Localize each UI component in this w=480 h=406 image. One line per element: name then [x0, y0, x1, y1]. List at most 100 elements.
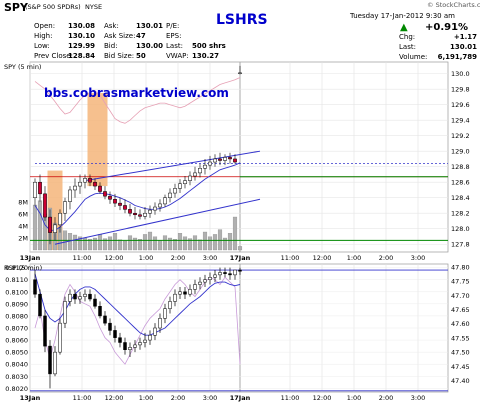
candle-body: [73, 185, 77, 191]
volume-bar: [217, 229, 223, 251]
rsp-bar-body: [83, 293, 87, 297]
quote-far: Chg: +1.17 Last: 130.01 Volume: 6,191,789: [399, 32, 477, 62]
volume-bar: [192, 235, 198, 251]
volume-bar: [207, 236, 213, 251]
volume-bar: [167, 237, 173, 251]
rsp-bar-body: [183, 291, 187, 295]
quote-label: Ask:: [104, 22, 119, 30]
volume-bar: [107, 236, 113, 251]
quote-label: Bid:: [104, 42, 118, 50]
rsp-bar-body: [68, 293, 72, 302]
quote-row: Chg: +1.17: [399, 32, 477, 42]
symbol-name: (S&P 500 SPDRs): [25, 3, 81, 11]
price-panel-label: SPY (5 min): [4, 63, 42, 71]
change-percent: +0.91%: [425, 22, 469, 33]
quote-value: 130.00: [136, 42, 164, 50]
rsp-bar-body: [158, 318, 162, 329]
quote-row: Prev Close:128.84: [34, 51, 95, 61]
candle-body: [118, 202, 122, 206]
rsp-panel-label: RSP (5 min): [4, 264, 43, 272]
candle-body: [103, 191, 107, 197]
y-tick-label: 129.6: [451, 101, 470, 109]
candle-body: [98, 185, 102, 192]
candle-body: [188, 175, 192, 181]
candle-body: [143, 212, 147, 217]
rsp-bar-body: [38, 293, 42, 317]
volume-bar: [112, 233, 118, 251]
rsp-bar-body: [128, 347, 132, 350]
watermark: bbs.cobrasmarketview.com: [44, 86, 229, 100]
quote-value: 500 shrs: [192, 42, 226, 50]
rsp-moving-average: [34, 273, 241, 336]
y-tick-label-left: 0.8060: [5, 337, 28, 345]
highlight-zone: [87, 93, 108, 187]
y-tick-label: 128.8: [451, 163, 470, 171]
y-tick-label-right: 47.70: [451, 292, 470, 300]
volume-bar: [97, 234, 103, 251]
x-tick-label: 12:00: [105, 254, 124, 262]
quote-label: Volume:: [399, 53, 428, 61]
y-tick-label-left: 0.8090: [5, 300, 28, 308]
candle-body: [233, 158, 237, 163]
volume-bar: [137, 239, 143, 251]
candle-body: [168, 192, 172, 198]
volume-bar: [72, 234, 78, 251]
volume-bar: [122, 240, 128, 251]
volume-bar: [92, 237, 98, 251]
candle-body: [228, 157, 232, 160]
candle-body: [58, 212, 62, 226]
volume-bar: [117, 239, 123, 251]
quote-row: Low: 129.99: [34, 41, 95, 51]
lower-channel-line: [54, 198, 261, 245]
x-tick-label: 1:00: [347, 254, 362, 262]
rsp-bar-body: [143, 339, 147, 343]
quote-value: +1.17: [453, 33, 477, 41]
y-tick-label-right: 47.50: [451, 349, 470, 357]
candle-body: [128, 209, 132, 214]
volume-bar: [102, 238, 108, 251]
candle-body: [88, 178, 92, 183]
volume-bar: [142, 234, 148, 251]
quote-label: Prev Close:: [34, 52, 73, 60]
candle-body: [133, 212, 137, 216]
x-tick-label: 13Jan: [20, 394, 41, 402]
y-tick-label: 129.2: [451, 132, 470, 140]
vwap-line: [34, 162, 241, 231]
volume-bar: [87, 239, 93, 251]
volume-bar: [147, 231, 153, 251]
volume-bar: [77, 236, 83, 251]
x-tick-label: 11:00: [281, 254, 300, 262]
y-tick-label-right: 47.40: [451, 377, 470, 385]
volume-bar: [162, 235, 168, 251]
y-tick-label-left: 0.8080: [5, 312, 28, 320]
quote-row: Bid: 130.00: [104, 41, 163, 51]
quote-mid: Ask: 130.01 Ask Size:47 Bid: 130.00 Bid Si…: [104, 21, 163, 61]
quote-label: VWAP:: [166, 52, 189, 60]
y-tick-label-left: 0.8040: [5, 361, 28, 369]
rsp-bar-body: [198, 281, 202, 285]
y-tick-label: 127.8: [451, 241, 470, 249]
rsp-bar-body: [178, 291, 182, 295]
y-tick-label-left: 0.8100: [5, 288, 28, 296]
candle-body: [48, 216, 52, 233]
quote-value: 130.10: [68, 32, 96, 40]
candle-body: [33, 181, 37, 198]
quote-value: 130.27: [192, 52, 220, 60]
x-tick-label: 3:00: [411, 254, 426, 262]
rsp-bar-body: [33, 279, 37, 295]
rsp-bar-body: [203, 279, 207, 283]
volume-bar: [37, 200, 43, 251]
y-tick-label: 128.6: [451, 179, 470, 187]
y-tick-label: 129.4: [451, 117, 470, 125]
rsp-bar-body: [223, 272, 227, 274]
volume-bar: [237, 246, 243, 251]
candle-body: [38, 181, 42, 195]
volume-bar: [127, 235, 133, 251]
candle-body: [208, 161, 212, 166]
x-tick-label: 12:00: [313, 394, 332, 402]
rsp-bar-body: [228, 273, 232, 276]
quote-row: VWAP: 130.27: [166, 51, 226, 61]
volume-bar: [222, 237, 228, 251]
candle-body: [63, 201, 67, 214]
